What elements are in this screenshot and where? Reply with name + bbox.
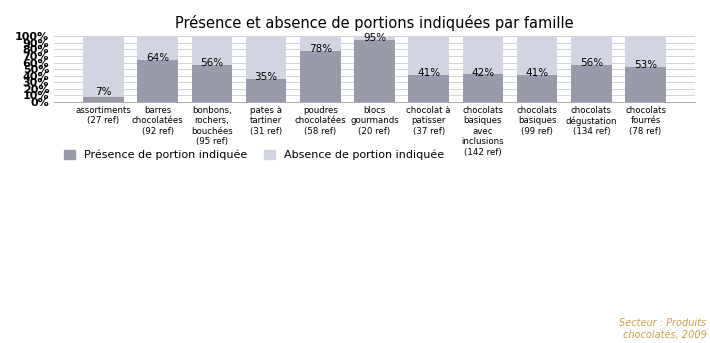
Bar	[571, 36, 611, 65]
Bar	[463, 74, 503, 102]
Bar	[83, 36, 124, 97]
Text: Secteur : Produits
chocolatés, 2009: Secteur : Produits chocolatés, 2009	[619, 318, 706, 340]
Bar	[83, 97, 124, 102]
Text: 78%: 78%	[309, 44, 332, 54]
Bar	[246, 79, 286, 102]
Bar	[354, 39, 395, 102]
Bar	[626, 36, 666, 67]
Bar	[517, 75, 557, 102]
Text: 64%: 64%	[146, 53, 169, 63]
Bar	[408, 75, 449, 102]
Bar	[300, 36, 341, 51]
Bar	[192, 36, 232, 65]
Bar	[354, 36, 395, 39]
Bar	[246, 36, 286, 79]
Title: Présence et absence de portions indiquées par famille: Présence et absence de portions indiquée…	[175, 15, 574, 31]
Text: 41%: 41%	[417, 68, 440, 78]
Bar	[408, 36, 449, 75]
Bar	[517, 36, 557, 75]
Text: 56%: 56%	[580, 58, 603, 69]
Bar	[626, 67, 666, 102]
Text: 42%: 42%	[471, 68, 494, 78]
Text: 95%: 95%	[363, 33, 386, 43]
Text: 41%: 41%	[525, 68, 549, 78]
Bar	[192, 65, 232, 102]
Bar	[571, 65, 611, 102]
Bar	[463, 36, 503, 74]
Text: 7%: 7%	[95, 87, 111, 97]
Legend: Présence de portion indiquée, Absence de portion indiquée: Présence de portion indiquée, Absence de…	[60, 145, 449, 165]
Bar	[137, 60, 178, 102]
Bar	[300, 51, 341, 102]
Text: 53%: 53%	[634, 60, 657, 70]
Bar	[137, 36, 178, 60]
Text: 56%: 56%	[200, 58, 224, 69]
Text: 35%: 35%	[254, 72, 278, 82]
